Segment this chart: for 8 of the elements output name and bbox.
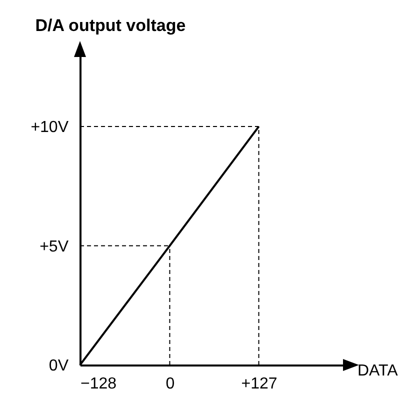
x-axis-title: DATA xyxy=(358,362,398,380)
y-tick-label: 0V xyxy=(48,358,69,374)
y-tick-label: +10V xyxy=(30,119,69,136)
x-tick-label: −128 xyxy=(80,376,117,392)
chart-title: D/A output voltage xyxy=(35,16,186,35)
x-tick-label: 0 xyxy=(166,376,175,392)
x-tick-label: +127 xyxy=(241,376,278,392)
y-tick-label: +5V xyxy=(40,238,69,256)
